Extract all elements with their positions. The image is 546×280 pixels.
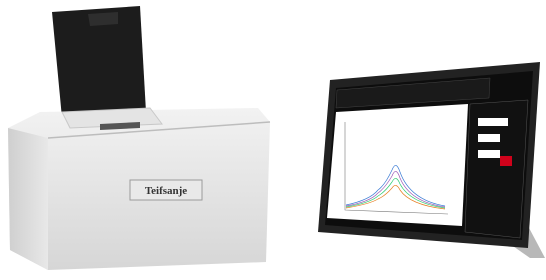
field	[478, 134, 500, 142]
tablet	[318, 62, 545, 258]
stop-button	[500, 156, 512, 166]
lid-handle	[88, 12, 118, 26]
brand-label: Teifsanje	[145, 185, 187, 197]
field	[478, 150, 500, 158]
product-photo: Teifsanje	[0, 0, 546, 280]
instrument-side	[8, 128, 48, 270]
field	[478, 118, 508, 126]
instrument: Teifsanje	[8, 6, 270, 270]
